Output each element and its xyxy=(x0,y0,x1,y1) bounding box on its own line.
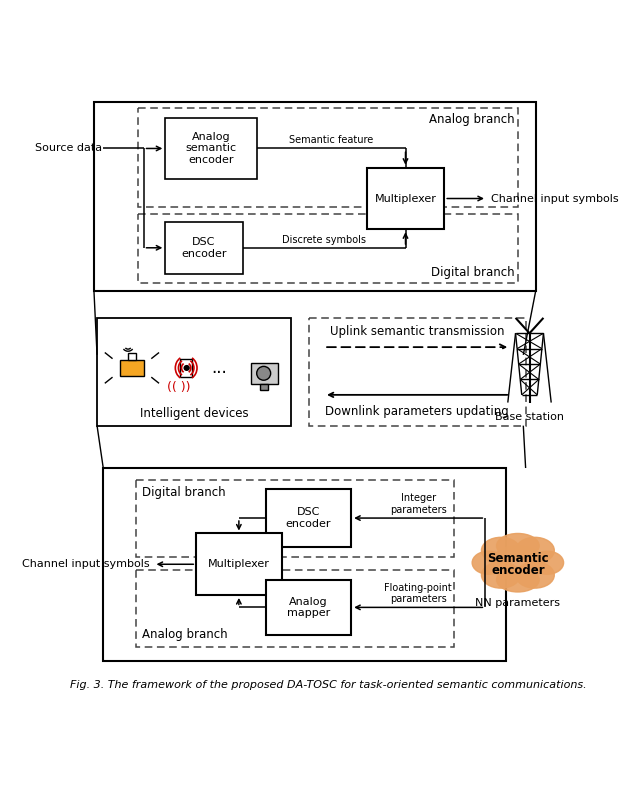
Ellipse shape xyxy=(497,533,539,558)
Bar xyxy=(180,359,193,377)
Text: Fig. 3. The framework of the proposed DA-TOSC for task-oriented semantic communi: Fig. 3. The framework of the proposed DA… xyxy=(70,680,586,690)
Text: DSC
encoder: DSC encoder xyxy=(181,237,227,258)
Text: Digital branch: Digital branch xyxy=(431,266,515,280)
Text: Channel input symbols: Channel input symbols xyxy=(22,559,150,569)
Bar xyxy=(120,360,143,376)
Ellipse shape xyxy=(481,537,520,563)
Text: DSC
encoder: DSC encoder xyxy=(286,507,332,529)
Bar xyxy=(128,352,136,360)
Text: Analog branch: Analog branch xyxy=(142,628,228,641)
Bar xyxy=(165,117,257,179)
Bar xyxy=(138,109,518,207)
Text: Base station: Base station xyxy=(495,412,564,422)
Bar xyxy=(367,168,444,229)
Text: Semantic feature: Semantic feature xyxy=(289,136,373,145)
Text: Uplink semantic transmission: Uplink semantic transmission xyxy=(330,325,504,338)
Ellipse shape xyxy=(516,537,554,563)
Bar xyxy=(103,468,506,660)
Bar xyxy=(250,362,278,384)
Ellipse shape xyxy=(516,562,554,588)
Text: Integer
parameters: Integer parameters xyxy=(390,493,447,515)
Bar xyxy=(260,384,268,390)
Ellipse shape xyxy=(497,567,539,592)
Bar xyxy=(136,571,454,648)
Text: ●: ● xyxy=(182,363,190,373)
Bar xyxy=(136,480,454,556)
Circle shape xyxy=(257,366,271,381)
Text: Digital branch: Digital branch xyxy=(142,485,226,499)
Text: Analog
mapper: Analog mapper xyxy=(287,597,330,618)
Bar xyxy=(196,533,282,595)
Text: Intelligent devices: Intelligent devices xyxy=(140,407,248,419)
Text: NN parameters: NN parameters xyxy=(476,598,561,608)
Bar xyxy=(266,489,351,548)
Ellipse shape xyxy=(481,562,520,588)
Ellipse shape xyxy=(531,551,564,574)
Text: Source data: Source data xyxy=(35,143,102,154)
Text: Multiplexer: Multiplexer xyxy=(208,559,270,569)
Text: Semantic: Semantic xyxy=(487,552,548,564)
Text: Multiplexer: Multiplexer xyxy=(374,194,436,203)
Bar xyxy=(266,580,351,635)
Bar xyxy=(94,102,536,291)
Text: (( )): (( )) xyxy=(166,381,190,394)
Text: Channel input symbols: Channel input symbols xyxy=(491,194,618,203)
Text: encoder: encoder xyxy=(491,564,545,577)
Text: Floating-point
parameters: Floating-point parameters xyxy=(385,582,452,604)
Ellipse shape xyxy=(472,551,505,574)
Bar xyxy=(138,214,518,283)
Text: Discrete symbols: Discrete symbols xyxy=(282,235,366,245)
Text: ...: ... xyxy=(212,359,227,377)
Bar xyxy=(165,221,243,274)
Bar xyxy=(97,318,291,426)
Text: Downlink parameters updating: Downlink parameters updating xyxy=(325,405,509,418)
Text: Analog
semantic
encoder: Analog semantic encoder xyxy=(186,132,237,165)
Ellipse shape xyxy=(492,546,544,580)
Text: Analog branch: Analog branch xyxy=(429,113,515,126)
Bar xyxy=(308,318,525,426)
